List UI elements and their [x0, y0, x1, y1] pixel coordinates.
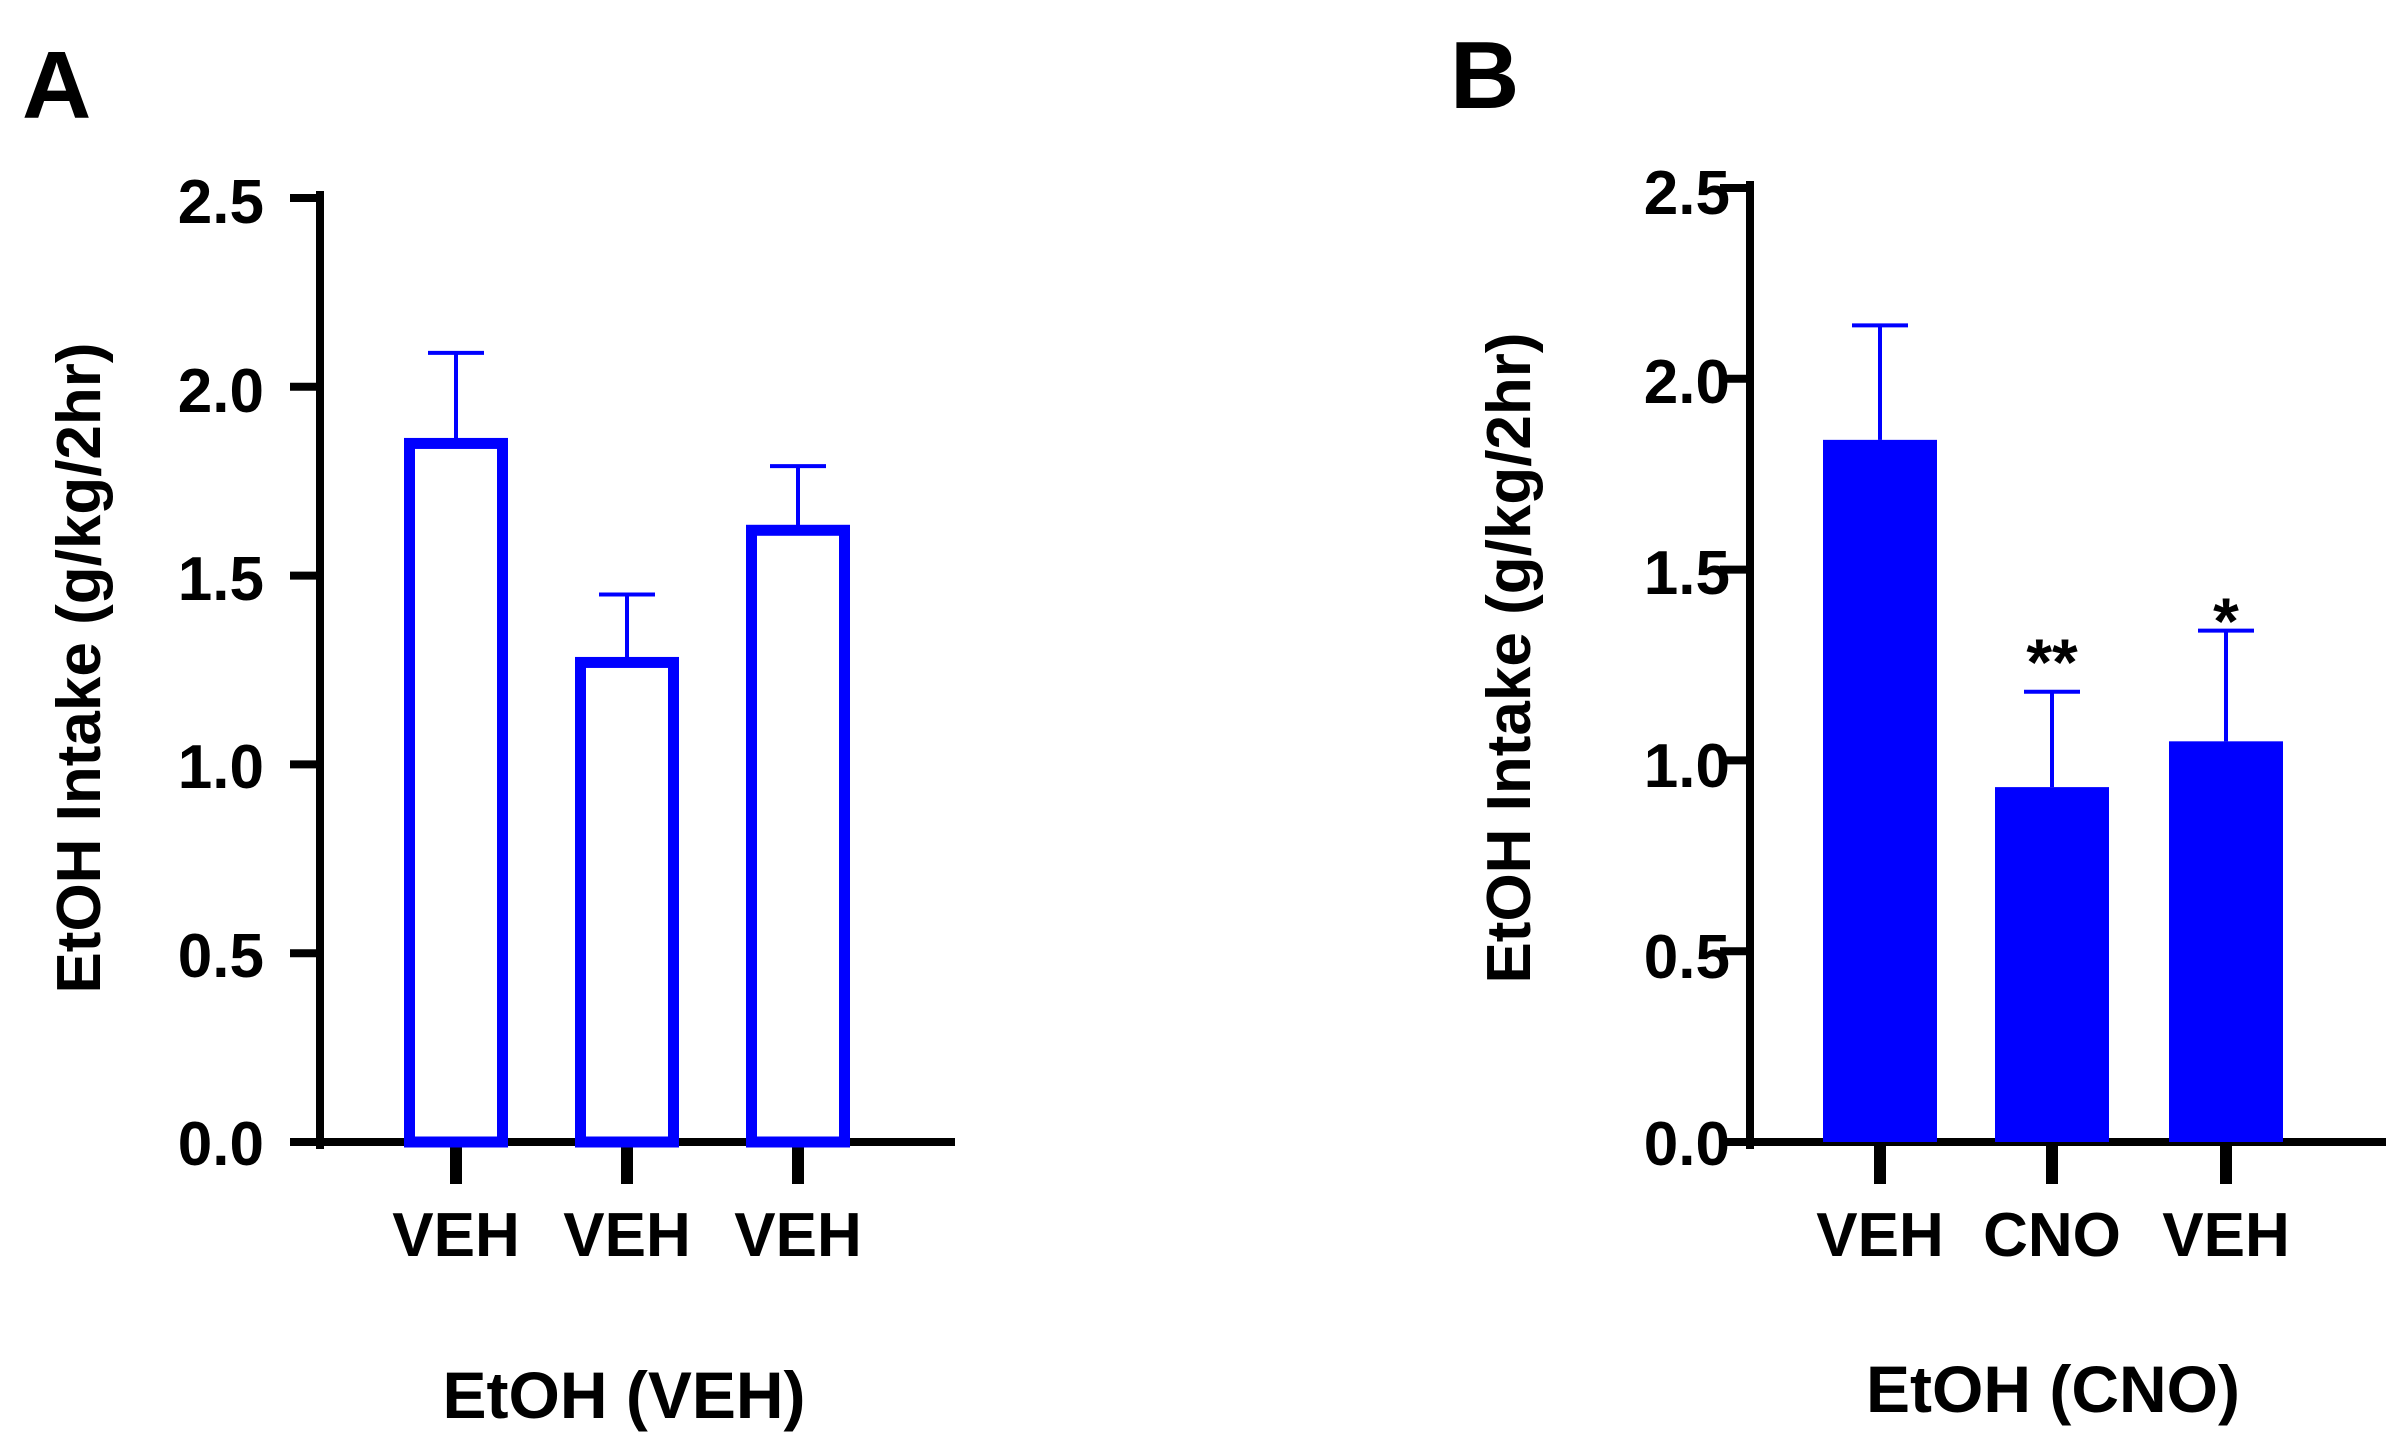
y-tick-label: 0.5	[1644, 923, 1730, 992]
x-tick-label: VEH	[1816, 1201, 1943, 1270]
bar	[1995, 787, 2109, 1142]
y-tick-label: 2.0	[178, 357, 264, 426]
y-tick-label: 1.5	[178, 545, 264, 614]
x-tick-label: CNO	[1983, 1201, 2121, 1270]
panel-label: A	[22, 32, 91, 139]
bar	[2169, 741, 2283, 1142]
y-axis-label: EtOH Intake (g/kg/2hr)	[1475, 332, 1544, 983]
y-tick-label: 0.0	[1644, 1110, 1730, 1179]
x-axis-title: EtOH (CNO)	[1866, 1352, 2240, 1426]
x-tick-label: VEH	[2162, 1201, 2289, 1270]
bar	[575, 656, 679, 1148]
y-tick-label: 1.5	[1644, 539, 1730, 608]
y-tick-label: 0.0	[178, 1110, 264, 1179]
bar	[1823, 439, 1937, 1143]
y-tick-label: 1.0	[178, 733, 264, 802]
panel-b: B EtOH Intake (g/kg/2hr) EtOH (CNO) 0.0 …	[1450, 22, 2386, 1426]
y-tick-label: 1.0	[1644, 732, 1730, 801]
bar	[746, 524, 850, 1148]
x-tick-label: VEH	[392, 1201, 519, 1270]
bar	[404, 437, 508, 1148]
y-axis-label: EtOH Intake (g/kg/2hr)	[45, 342, 114, 993]
y-tick-label: 2.5	[178, 168, 264, 237]
x-tick-label: VEH	[734, 1201, 861, 1270]
significance-label: **	[2026, 625, 2078, 699]
x-axis-title: EtOH (VEH)	[443, 1358, 806, 1432]
panel-label: B	[1450, 22, 1519, 129]
panel-a: A EtOH Intake (g/kg/2hr) EtOH (VEH) 0.0 …	[22, 32, 955, 1432]
y-tick-label: 2.0	[1644, 348, 1730, 417]
y-tick-label: 2.5	[1644, 159, 1730, 228]
y-tick-label: 0.5	[178, 922, 264, 991]
x-tick-label: VEH	[563, 1201, 690, 1270]
